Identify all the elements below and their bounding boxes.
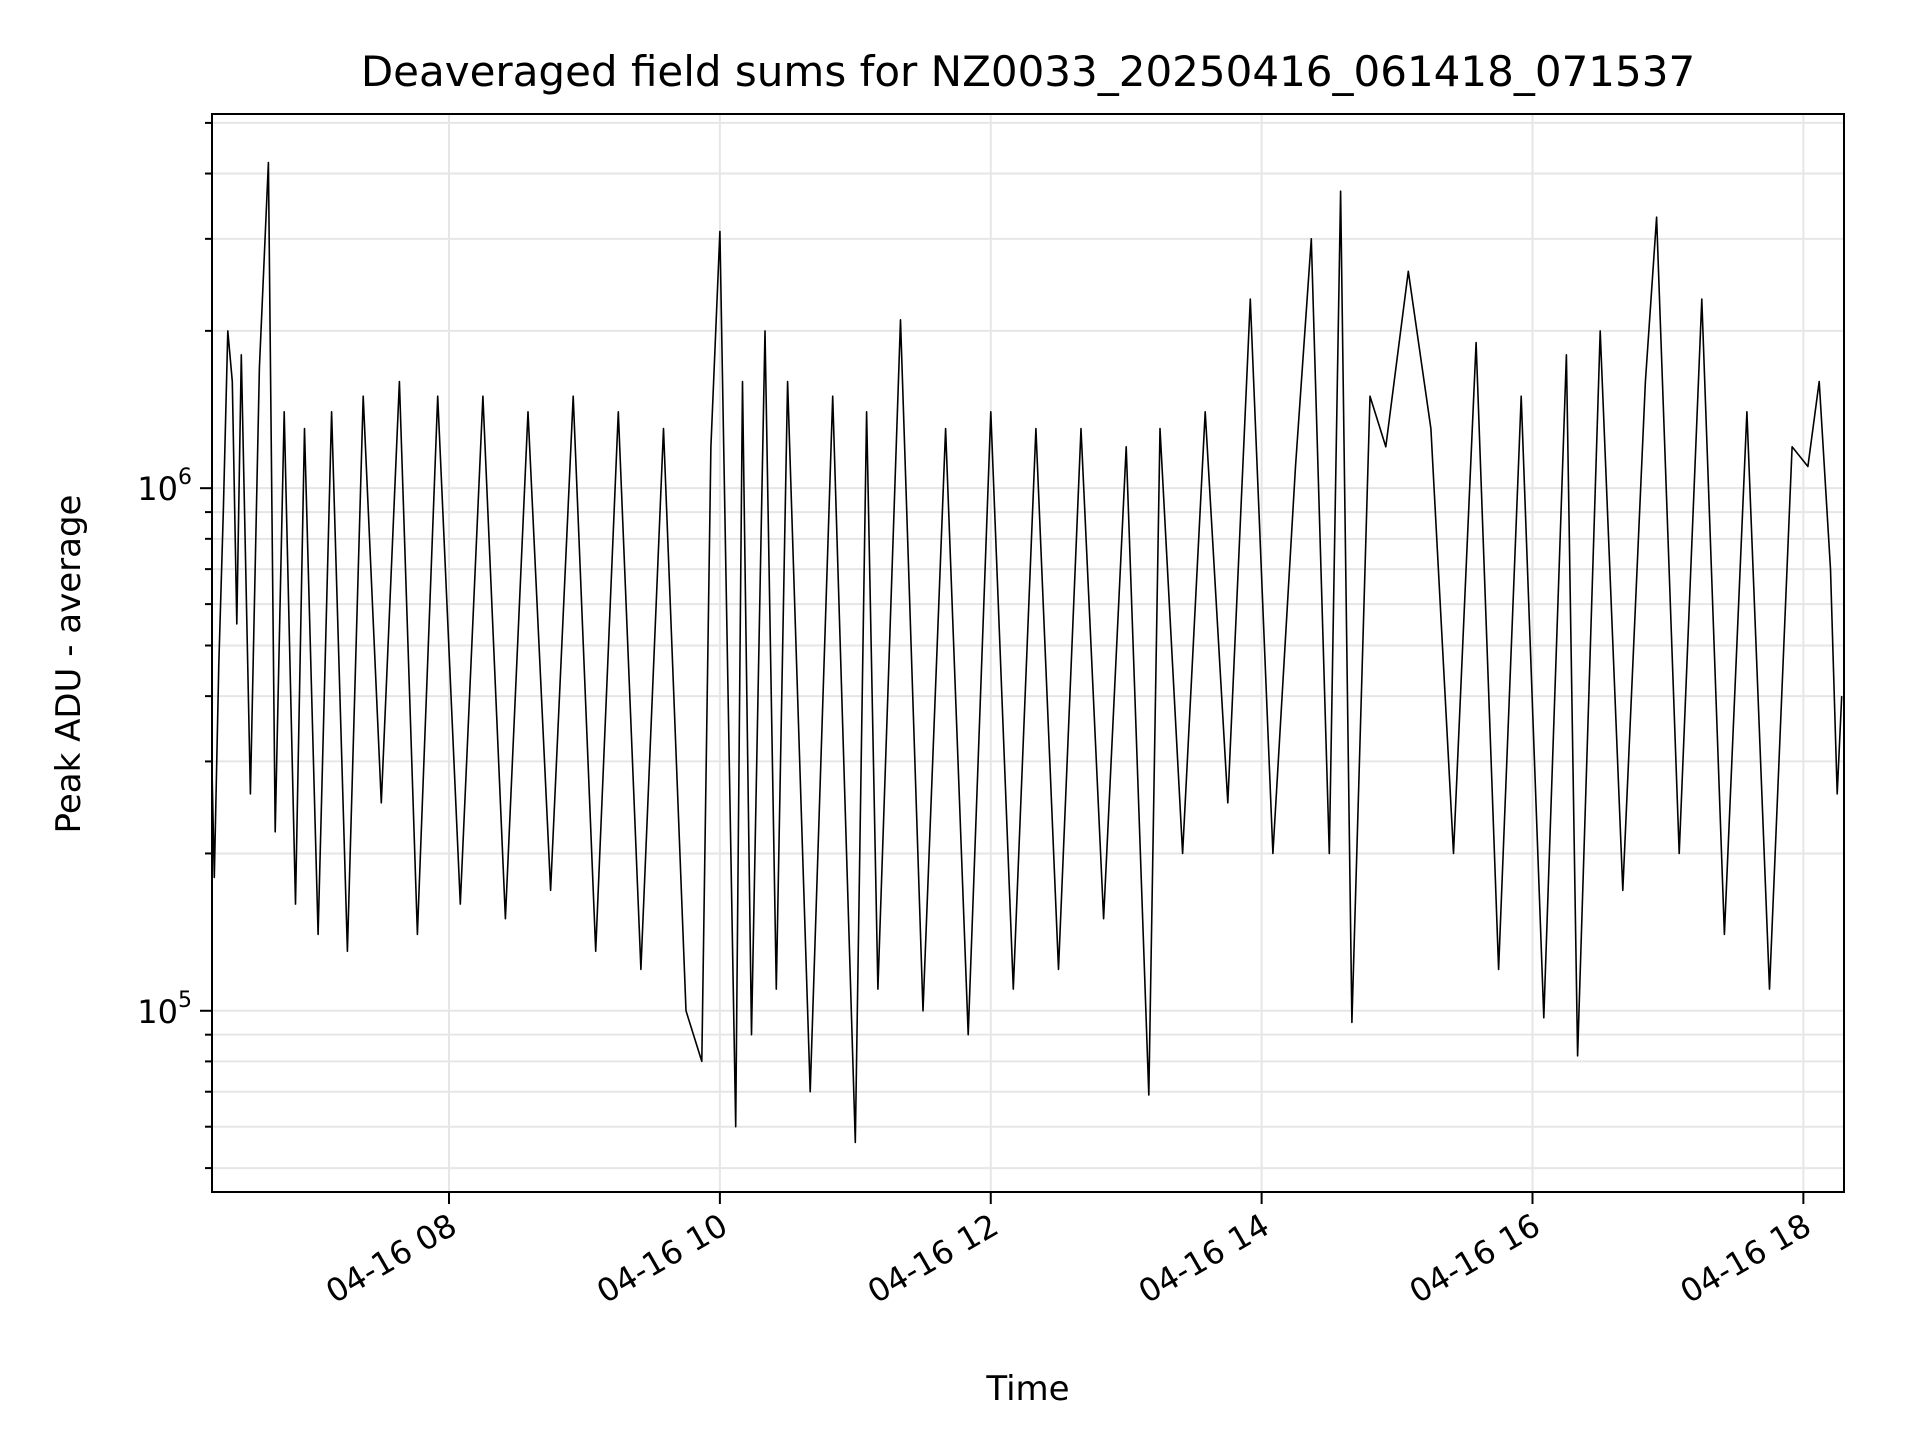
series-line xyxy=(211,161,1843,1144)
y-axis-label: Peak ADU - average xyxy=(49,495,89,834)
y-tick-label-base: 10 xyxy=(137,470,178,508)
y-tick-label: 106 xyxy=(137,465,192,508)
series-line-group xyxy=(211,161,1843,1144)
y-tick-label-exponent: 6 xyxy=(178,465,192,490)
x-axis-label: Time xyxy=(985,1369,1069,1409)
grid xyxy=(212,114,1844,1192)
chart-title: Deaveraged field sums for NZ0033_2025041… xyxy=(361,47,1695,96)
plot-area-frame xyxy=(211,113,1845,1193)
y-tick-label-base: 10 xyxy=(137,993,178,1031)
y-tick-label-exponent: 5 xyxy=(178,988,192,1013)
y-tick-label: 105 xyxy=(137,988,192,1031)
